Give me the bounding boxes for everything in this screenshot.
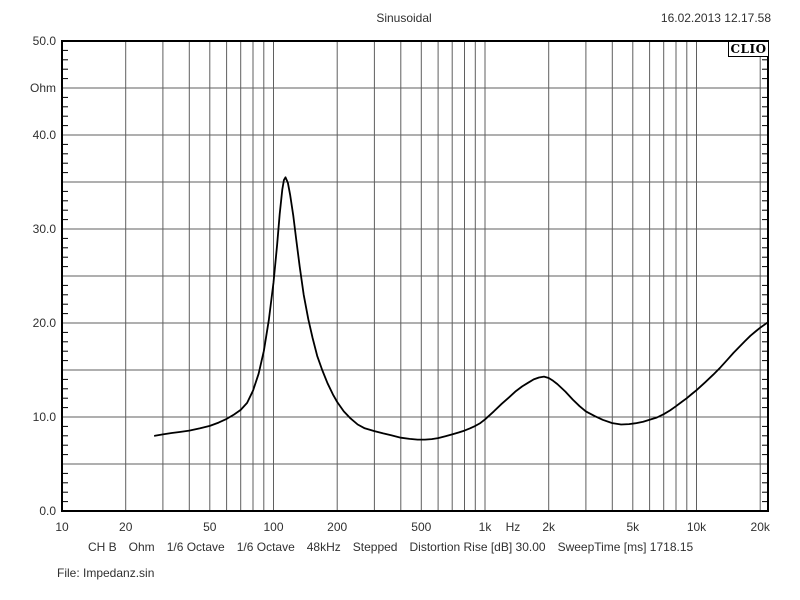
- status-resolution: 1/6 Octave: [236, 540, 295, 554]
- plot-frame: [61, 40, 769, 512]
- y-tick-label: 30.0: [33, 222, 57, 236]
- impedance-curve: [154, 176, 769, 441]
- file-name-label: File: Impedanz.sin: [57, 566, 155, 580]
- x-tick-label: 10k: [687, 520, 707, 534]
- status-unit: Ohm: [128, 540, 155, 554]
- status-smoothing: 1/6 Octave: [166, 540, 225, 554]
- x-tick-label: 2k: [542, 520, 556, 534]
- x-tick-label: 5k: [626, 520, 640, 534]
- x-tick-label: 10: [55, 520, 69, 534]
- status-samplerate: 48kHz: [306, 540, 341, 554]
- x-tick-label: 100: [263, 520, 283, 534]
- y-tick-label: 40.0: [33, 128, 57, 142]
- status-bar: CH B Ohm 1/6 Octave 1/6 Octave 48kHz Ste…: [88, 540, 693, 554]
- x-tick-label: 50: [203, 520, 217, 534]
- measurement-title: Sinusoidal: [376, 11, 432, 25]
- y-tick-label: 20.0: [33, 316, 57, 330]
- x-tick-label: 20: [119, 520, 133, 534]
- x-tick-label: 1k: [479, 520, 493, 534]
- y-axis-unit-label: Ohm: [30, 81, 56, 95]
- status-channel: CH B: [88, 540, 117, 554]
- status-distortion-rise: Distortion Rise [dB] 30.00: [409, 540, 546, 554]
- y-tick-label: 0.0: [39, 504, 56, 518]
- x-axis-unit-label: Hz: [506, 520, 521, 534]
- y-tick-label: 10.0: [33, 410, 57, 424]
- datetime-stamp: 16.02.2013 12.17.58: [660, 11, 771, 25]
- x-tick-label: 20k: [751, 520, 771, 534]
- clio-logo: CLIO: [728, 42, 768, 57]
- x-tick-label: 500: [411, 520, 431, 534]
- status-sweep-time: SweepTime [ms] 1718.15: [557, 540, 694, 554]
- status-mode: Stepped: [352, 540, 398, 554]
- y-tick-label: 50.0: [33, 34, 57, 48]
- x-tick-label: 200: [327, 520, 347, 534]
